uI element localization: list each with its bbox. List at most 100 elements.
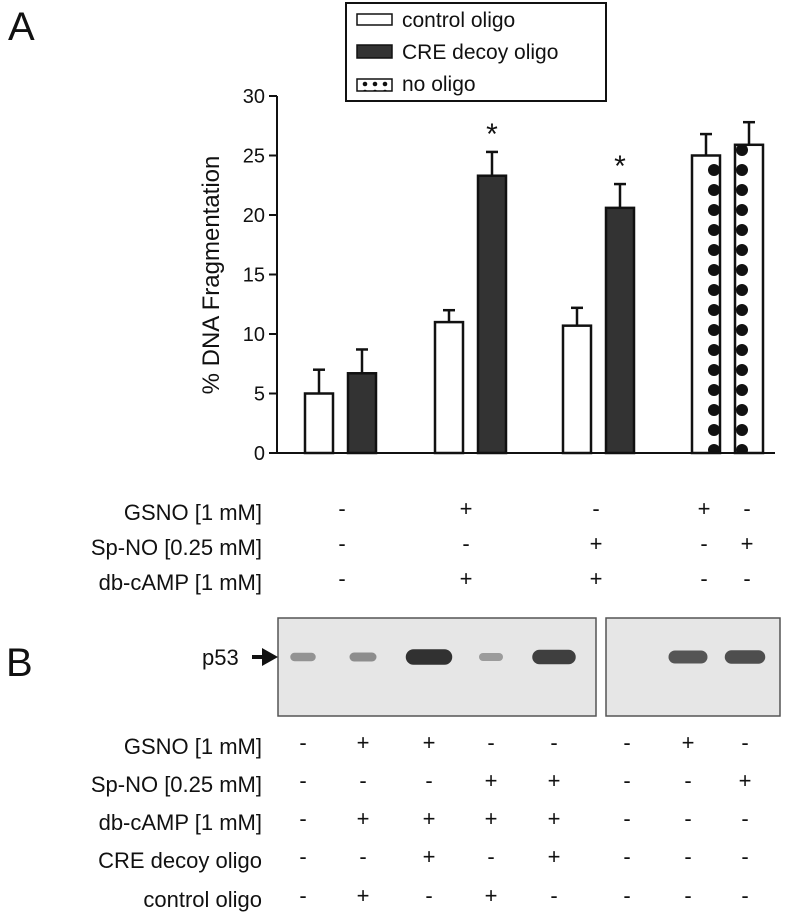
chart-row-value: - bbox=[338, 531, 345, 556]
blot-row-label: control oligo bbox=[143, 887, 262, 912]
legend-label-cre-decoy-oligo: CRE decoy oligo bbox=[402, 41, 558, 64]
legend-swatch-cre-decoy-oligo bbox=[356, 44, 393, 59]
panel-a-label: A bbox=[8, 5, 35, 49]
blot-row-label: Sp-NO [0.25 mM] bbox=[91, 772, 262, 797]
blot-row-value: - bbox=[425, 768, 432, 793]
y-tick-label: 10 bbox=[243, 324, 265, 346]
blot-row-value: - bbox=[623, 730, 630, 755]
chart-row-value: + bbox=[460, 496, 473, 521]
blot-row-value: - bbox=[623, 844, 630, 869]
p53-band bbox=[290, 652, 316, 662]
bar bbox=[433, 320, 465, 455]
blot-row-value: - bbox=[299, 806, 306, 831]
blot-treatment-table: GSNO [1 mM] - + + - - - + - Sp-NO [0.25 mM] - - - + + -… bbox=[91, 730, 752, 912]
chart-row-value: - bbox=[743, 496, 750, 521]
chart-row-value: - bbox=[338, 496, 345, 521]
significance-marker: * bbox=[486, 118, 498, 151]
chart-row-label: db-cAMP [1 mM] bbox=[99, 570, 262, 595]
significance-marker: * bbox=[614, 150, 626, 183]
y-tick-label: 25 bbox=[243, 146, 265, 168]
chart-row-label: Sp-NO [0.25 mM] bbox=[91, 535, 262, 560]
blot-row-label: GSNO [1 mM] bbox=[124, 734, 262, 759]
blot-row-value: - bbox=[299, 883, 306, 908]
legend: control oligo CRE decoy oligo no oligo bbox=[345, 2, 607, 102]
legend-label-no-oligo: no oligo bbox=[402, 73, 476, 96]
p53-band bbox=[405, 649, 453, 665]
blot-row-value: - bbox=[550, 883, 557, 908]
blot-row-value: + bbox=[739, 768, 752, 793]
blot-row-value: + bbox=[682, 730, 695, 755]
bar bbox=[561, 324, 593, 455]
y-tick-label: 30 bbox=[243, 86, 265, 108]
blot-row-value: - bbox=[359, 768, 366, 793]
panel-b-label: B bbox=[6, 641, 33, 685]
blot-row-value: - bbox=[684, 806, 691, 831]
bar bbox=[346, 372, 378, 455]
blot-row-value: - bbox=[299, 844, 306, 869]
blot-row-label: db-cAMP [1 mM] bbox=[99, 810, 262, 835]
bar-chart: 0 5 10 15 20 25 30 % DNA Fragmentation * * bbox=[198, 86, 775, 465]
chart-row-label: GSNO [1 mM] bbox=[124, 500, 262, 525]
chart-row-value: - bbox=[700, 566, 707, 591]
chart-row-value: + bbox=[590, 566, 603, 591]
blot-row-value: - bbox=[359, 844, 366, 869]
blot-membrane-left bbox=[277, 617, 597, 717]
blot-row-value: - bbox=[487, 730, 494, 755]
blot-row-value: - bbox=[741, 806, 748, 831]
blot-row-value: - bbox=[299, 768, 306, 793]
chart-row-value: + bbox=[590, 531, 603, 556]
p53-band bbox=[668, 650, 708, 664]
bar bbox=[303, 392, 335, 455]
blot-row-value: - bbox=[684, 883, 691, 908]
blot-row-value: + bbox=[485, 806, 498, 831]
p53-band bbox=[532, 649, 576, 665]
blot-row-value: - bbox=[684, 768, 691, 793]
chart-row-value: + bbox=[460, 566, 473, 591]
blot-bands bbox=[290, 649, 766, 665]
blot-row-value: - bbox=[623, 883, 630, 908]
western-blot: p53 bbox=[202, 617, 781, 717]
legend-swatch-no-oligo bbox=[356, 78, 393, 92]
blot-row-value: - bbox=[741, 730, 748, 755]
blot-row-value: - bbox=[487, 844, 494, 869]
blot-row-value: - bbox=[741, 844, 748, 869]
blot-row-value: - bbox=[550, 730, 557, 755]
blot-row-label: CRE decoy oligo bbox=[98, 848, 262, 873]
blot-row-value: - bbox=[684, 844, 691, 869]
blot-row-value: + bbox=[548, 768, 561, 793]
chart-treatment-table: GSNO [1 mM] - + - + - Sp-NO [0.25 mM] - - + - + db-c… bbox=[91, 496, 754, 595]
y-axis-label: % DNA Fragmentation bbox=[198, 156, 225, 395]
bar bbox=[476, 174, 508, 455]
y-tick-label: 20 bbox=[243, 205, 265, 227]
blot-membrane-right bbox=[605, 617, 781, 717]
bar bbox=[690, 154, 722, 455]
p53-band bbox=[724, 650, 766, 664]
blot-row-value: + bbox=[548, 844, 561, 869]
p53-band bbox=[349, 652, 377, 662]
y-tick-label: 5 bbox=[254, 384, 265, 406]
bar bbox=[604, 206, 636, 455]
arrow-icon bbox=[252, 648, 278, 666]
legend-label-control-oligo: control oligo bbox=[402, 9, 515, 32]
blot-row-value: - bbox=[623, 806, 630, 831]
chart-row-value: - bbox=[338, 566, 345, 591]
blot-row-value: - bbox=[299, 730, 306, 755]
blot-row-value: + bbox=[357, 730, 370, 755]
blot-row-value: + bbox=[357, 883, 370, 908]
blot-row-value: + bbox=[485, 768, 498, 793]
chart-row-value: - bbox=[743, 566, 750, 591]
protein-label: p53 bbox=[202, 645, 239, 670]
blot-row-value: + bbox=[548, 806, 561, 831]
p53-band bbox=[479, 653, 503, 661]
blot-row-value: + bbox=[423, 730, 436, 755]
chart-row-value: - bbox=[592, 496, 599, 521]
chart-row-value: - bbox=[462, 531, 469, 556]
y-tick-label: 0 bbox=[254, 443, 265, 465]
chart-row-value: + bbox=[741, 531, 754, 556]
chart-row-value: - bbox=[700, 531, 707, 556]
blot-row-value: + bbox=[423, 806, 436, 831]
chart-row-value: + bbox=[698, 496, 711, 521]
blot-row-value: - bbox=[425, 883, 432, 908]
legend-swatch-control-oligo bbox=[356, 13, 393, 26]
